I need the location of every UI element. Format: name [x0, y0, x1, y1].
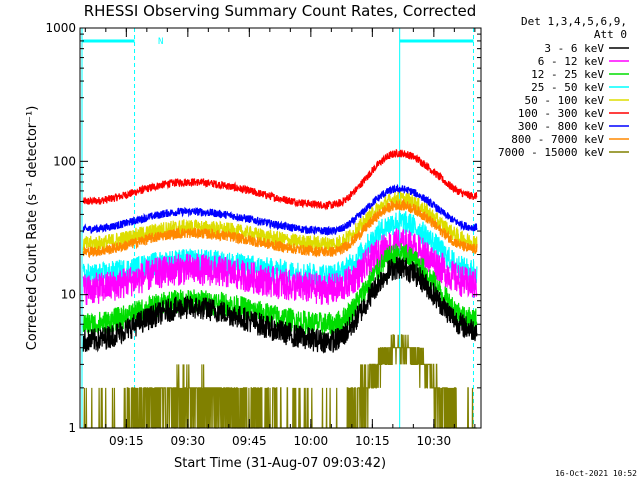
legend-label: 3 - 6 keV	[544, 42, 604, 55]
series-line-3-6-kev	[82, 256, 478, 354]
legend-label: 7000 - 15000 keV	[498, 146, 604, 159]
series-line-300-800-kev	[82, 183, 478, 237]
x-tick-label: 10:15	[355, 434, 390, 448]
legend-label: 12 - 25 keV	[531, 68, 604, 81]
night-flag-label: N	[158, 37, 163, 47]
series-line-100-300-kev	[82, 149, 478, 211]
legend-label: 50 - 100 keV	[525, 94, 605, 107]
x-tick-label: 09:45	[232, 434, 267, 448]
y-tick-label: 1000	[45, 21, 76, 35]
x-tick-label: 09:15	[109, 434, 144, 448]
series-line-800-7000-kev	[82, 198, 478, 259]
chart-title: RHESSI Observing Summary Count Rates, Co…	[84, 2, 477, 20]
y-tick-label: 1	[68, 421, 76, 435]
x-tick-label: 10:30	[417, 434, 452, 448]
y-axis: 1 10 100 1000	[45, 21, 481, 435]
x-tick-label: 09:30	[171, 434, 206, 448]
y-axis-label: Corrected Count Rate (s⁻¹ detector⁻¹)	[25, 106, 40, 351]
legend-header-line-1: Det 1,3,4,5,6,9,	[521, 15, 627, 28]
legend-label: 800 - 7000 keV	[511, 133, 604, 146]
y-tick-label: 10	[61, 288, 76, 302]
x-axis-label: Start Time (31-Aug-07 09:03:42)	[174, 456, 386, 471]
y-tick-label: 100	[53, 154, 76, 168]
legend-label: 100 - 300 keV	[518, 107, 604, 120]
series-line-6-12-kev	[82, 228, 478, 306]
legend-label: 6 - 12 keV	[538, 55, 605, 68]
footer-timestamp: 16-Oct-2021 10:52	[555, 469, 637, 478]
x-axis: 09:15 09:30 09:45 10:00 10:15 10:30	[84, 28, 476, 448]
series-line-7000-15000-kev	[83, 334, 477, 429]
x-tick-label: 10:00	[294, 434, 329, 448]
plot-area	[81, 28, 478, 429]
legend-header-line-2: Att 0	[594, 28, 627, 41]
plot-frame	[79, 27, 482, 429]
legend-label: 300 - 800 keV	[518, 120, 604, 133]
legend-label: 25 - 50 keV	[531, 81, 604, 94]
series-line-50-100-kev	[82, 191, 478, 253]
